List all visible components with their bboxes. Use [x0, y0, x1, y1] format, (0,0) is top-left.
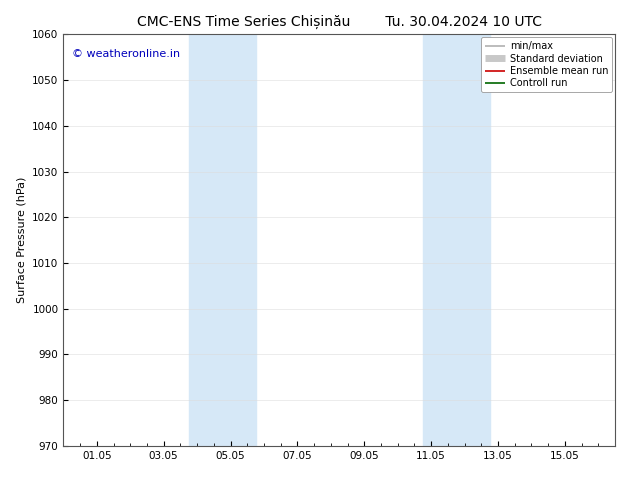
Legend: min/max, Standard deviation, Ensemble mean run, Controll run: min/max, Standard deviation, Ensemble me… [481, 37, 612, 92]
Title: CMC-ENS Time Series Chișinău        Tu. 30.04.2024 10 UTC: CMC-ENS Time Series Chișinău Tu. 30.04.2… [137, 15, 541, 29]
Bar [423, 34, 489, 446]
Y-axis label: Surface Pressure (hPa): Surface Pressure (hPa) [16, 177, 27, 303]
Text: © weatheronline.in: © weatheronline.in [72, 49, 180, 59]
Bar [189, 34, 256, 446]
